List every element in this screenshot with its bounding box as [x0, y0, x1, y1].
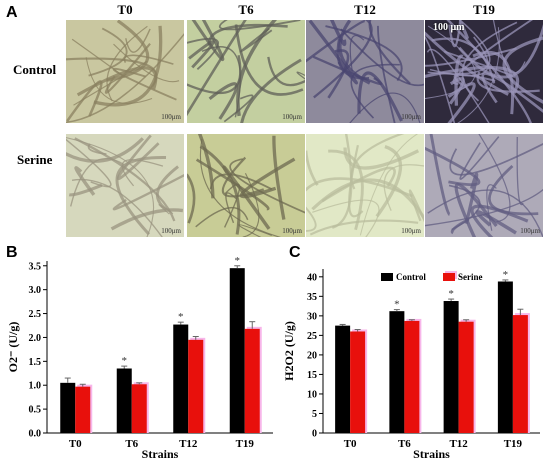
panel-a-letter: A	[6, 4, 18, 21]
significance-marker: *	[503, 269, 509, 281]
bar-serine-t0	[350, 331, 366, 433]
bar-serine-t6	[131, 384, 147, 433]
y-tick-label: 0.5	[29, 405, 42, 416]
panel-b-letter: B	[6, 244, 18, 261]
y-tick-label: 35	[307, 292, 317, 303]
bar-control-t12	[443, 301, 459, 433]
micrograph-serine-t0: 100μm	[66, 134, 184, 237]
bar-control-t0	[60, 382, 76, 433]
y-tick-label: 3.5	[29, 261, 42, 272]
scale-label: 100 μm	[433, 22, 465, 33]
y-tick-label: 1.5	[29, 357, 42, 368]
x-axis-label: Strains	[142, 447, 179, 459]
y-tick-label: 25	[307, 331, 317, 342]
scale-label: 100μm	[520, 227, 540, 235]
scale-label: 100μm	[282, 227, 302, 235]
legend-swatch-control	[381, 273, 393, 281]
y-tick-label: 2.0	[29, 333, 42, 344]
y-tick-label: 20	[307, 350, 317, 361]
legend-label-control: Control	[396, 272, 426, 282]
y-tick-label: 3.0	[29, 285, 42, 296]
micrograph-serine-t6: 100μm	[187, 134, 305, 237]
bar-control-t6	[389, 311, 405, 433]
scale-label: 100μm	[161, 227, 181, 235]
col-label-t19: T19	[473, 2, 495, 17]
x-tick-label: T6	[398, 438, 411, 450]
significance-marker: *	[235, 255, 241, 267]
col-label-t6: T6	[238, 2, 254, 17]
legend: Control Serine	[381, 271, 483, 282]
bar-control-t12	[173, 324, 189, 433]
bar-serine-t12	[458, 321, 474, 433]
significance-marker: *	[448, 288, 454, 300]
x-tick-label: T19	[504, 438, 523, 450]
significance-marker: *	[178, 311, 184, 323]
bar-control-t0	[335, 325, 351, 433]
y-tick-label: 10	[307, 389, 317, 400]
bar-serine-t19	[512, 315, 528, 433]
significance-marker: *	[122, 355, 128, 367]
bar-control-t19	[497, 281, 513, 433]
y-tick-label: 40	[307, 272, 317, 283]
row-label-control: Control	[13, 62, 57, 77]
scale-label: 100μm	[401, 113, 421, 121]
y-tick-label: 0.0	[29, 429, 42, 440]
y-tick-label: 2.5	[29, 309, 42, 320]
x-tick-label: T12	[179, 438, 198, 450]
y-tick-label: 0	[312, 429, 317, 440]
micrograph-control-t0: 100μm	[66, 20, 184, 123]
legend-label-serine: Serine	[458, 272, 483, 282]
bar-control-t19	[229, 268, 245, 433]
y-tick-label: 5	[312, 409, 317, 420]
x-tick-label: T0	[344, 438, 357, 450]
bar-serine-t0	[75, 386, 91, 433]
micrograph-control-t6: 100μm	[187, 20, 305, 123]
chart-c-hydrogen-peroxide: 0 5 10 15 20 25 30 35 40 T0 T6 T12 T19 * * * Strains H2O2…	[282, 269, 540, 459]
bar-serine-t6	[404, 320, 420, 433]
col-label-t12: T12	[354, 2, 376, 17]
x-tick-label: T19	[236, 438, 255, 450]
scale-label: 100μm	[282, 113, 302, 121]
y-tick-label: 30	[307, 311, 317, 322]
panel-c-letter: C	[289, 244, 301, 261]
scale-label: 100μm	[401, 227, 421, 235]
micrograph-serine-t12: 100μm	[306, 134, 424, 237]
x-tick-label: T6	[125, 438, 138, 450]
col-label-t0: T0	[117, 2, 133, 17]
bar-serine-t12	[188, 339, 204, 433]
y-tick-label: 1.0	[29, 381, 42, 392]
chart-b-superoxide: 0.0 0.5 1.0 1.5 2.0 2.5 3.0 3.5 T0 T6 T12 T19 * * * Str…	[6, 255, 273, 459]
legend-swatch-serine	[443, 273, 455, 281]
micrograph-serine-t19: 100μm	[425, 134, 543, 237]
scale-label: 100μm	[161, 113, 181, 121]
y-axis-label: H2O2 (U/g)	[282, 321, 296, 381]
x-tick-label: T12	[449, 438, 468, 450]
significance-marker: *	[394, 299, 400, 311]
y-axis-label: O2⁻ (U/g)	[6, 322, 20, 373]
row-label-serine: Serine	[17, 152, 53, 167]
bar-control-t6	[116, 368, 132, 433]
y-tick-label: 15	[307, 370, 317, 381]
x-tick-label: T0	[69, 438, 82, 450]
micrograph-control-t19: 100 μm	[425, 20, 543, 123]
x-axis-label: Strains	[413, 447, 450, 459]
micrograph-control-t12: 100μm	[306, 20, 424, 123]
bar-serine-t19	[244, 328, 260, 433]
